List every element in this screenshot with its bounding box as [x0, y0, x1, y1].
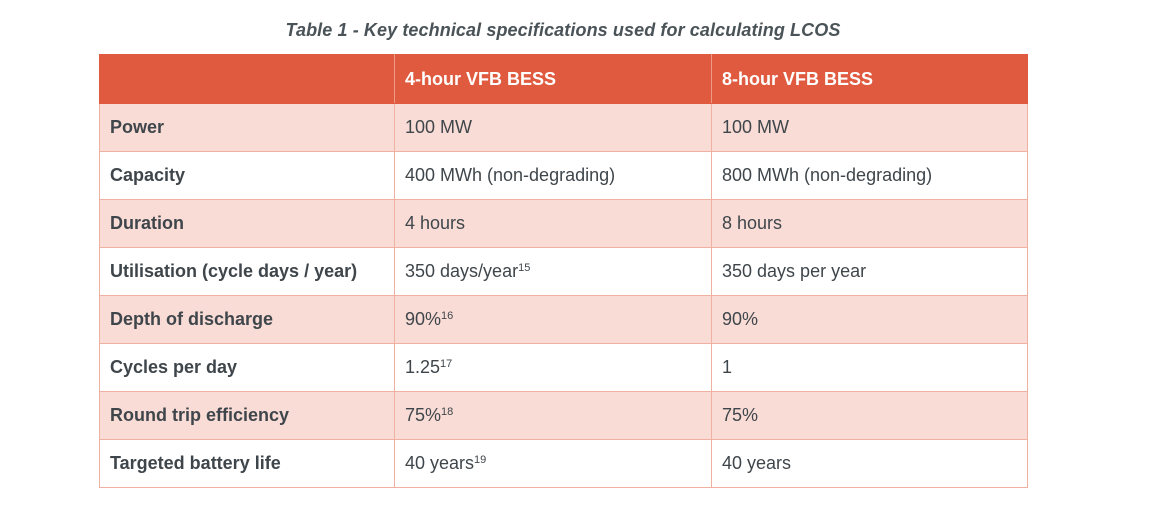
- row-label: Utilisation (cycle days / year): [99, 247, 395, 296]
- cell-value: 350 days/year: [405, 261, 519, 281]
- cell-4-hour: 350 days/year15: [394, 247, 712, 296]
- table-row: Power 100 MW 100 MW: [99, 103, 1028, 152]
- cell-value: 75%: [405, 405, 442, 425]
- table-row: Utilisation (cycle days / year) 350 days…: [99, 247, 1028, 296]
- row-label: Round trip efficiency: [99, 391, 395, 440]
- row-label: Depth of discharge: [99, 295, 395, 344]
- row-label: Cycles per day: [99, 343, 395, 392]
- cell-8-hour: 40 years: [711, 439, 1028, 488]
- row-label: Power: [99, 103, 395, 152]
- table-caption: Table 1 - Key technical specifications u…: [285, 20, 841, 40]
- table-row: Targeted battery life 40 years19 40 year…: [99, 439, 1028, 488]
- cell-8-hour: 75%: [711, 391, 1028, 440]
- footnote-ref: 16: [441, 310, 454, 322]
- cell-value: 4 hours: [405, 213, 466, 233]
- cell-8-hour: 1: [711, 343, 1028, 392]
- footnote-ref: 19: [474, 454, 487, 466]
- header-cell-empty: [99, 54, 395, 104]
- cell-4-hour: 90%16: [394, 295, 712, 344]
- table-row: Cycles per day 1.2517 1: [99, 343, 1028, 392]
- cell-value: 100 MW: [405, 117, 473, 137]
- table-row: Duration 4 hours 8 hours: [99, 199, 1028, 248]
- table-row: Capacity 400 MWh (non-degrading) 800 MWh…: [99, 151, 1028, 200]
- cell-4-hour: 75%18: [394, 391, 712, 440]
- row-label: Targeted battery life: [99, 439, 395, 488]
- cell-8-hour: 800 MWh (non-degrading): [711, 151, 1028, 200]
- table-header-row: 4-hour VFB BESS 8-hour VFB BESS: [99, 54, 1028, 104]
- cell-value: 400 MWh (non-degrading): [405, 165, 616, 185]
- row-label: Capacity: [99, 151, 395, 200]
- cell-4-hour: 100 MW: [394, 103, 712, 152]
- header-cell-4-hour: 4-hour VFB BESS: [394, 54, 712, 104]
- header-cell-8-hour: 8-hour VFB BESS: [711, 54, 1028, 104]
- cell-4-hour: 40 years19: [394, 439, 712, 488]
- cell-value: 90%: [405, 309, 442, 329]
- cell-8-hour: 350 days per year: [711, 247, 1028, 296]
- footnote-ref: 18: [441, 406, 454, 418]
- table-row: Depth of discharge 90%16 90%: [99, 295, 1028, 344]
- cell-8-hour: 8 hours: [711, 199, 1028, 248]
- cell-value: 1.25: [405, 357, 441, 377]
- cell-4-hour: 4 hours: [394, 199, 712, 248]
- cell-4-hour: 1.2517: [394, 343, 712, 392]
- cell-8-hour: 100 MW: [711, 103, 1028, 152]
- footnote-ref: 15: [518, 262, 531, 274]
- cell-8-hour: 90%: [711, 295, 1028, 344]
- cell-4-hour: 400 MWh (non-degrading): [394, 151, 712, 200]
- specs-table: 4-hour VFB BESS 8-hour VFB BESS Power 10…: [99, 54, 1028, 488]
- row-label: Duration: [99, 199, 395, 248]
- table-row: Round trip efficiency 75%18 75%: [99, 391, 1028, 440]
- footnote-ref: 17: [440, 358, 453, 370]
- cell-value: 40 years: [405, 453, 475, 473]
